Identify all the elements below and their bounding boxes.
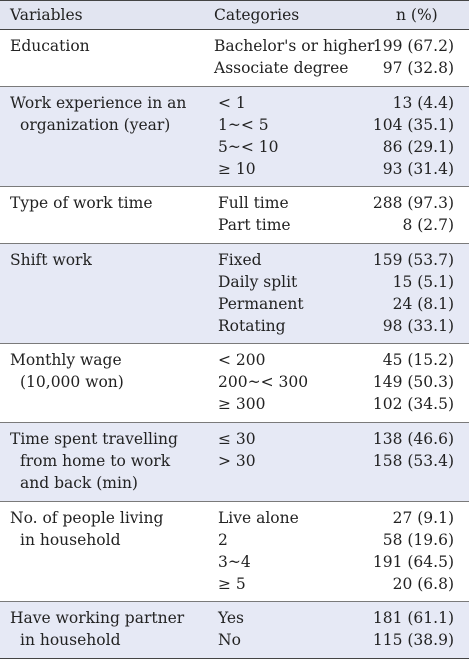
count-cell: 58 (19.6) bbox=[382, 531, 454, 549]
variable-name: Type of work time bbox=[10, 192, 205, 214]
category-cell: ≥ 300 bbox=[218, 395, 266, 413]
table-group: Work experience in an organization (year)… bbox=[0, 87, 469, 187]
category-cell: < 200 bbox=[218, 351, 266, 369]
count-cell: 199 (67.2) bbox=[372, 37, 454, 55]
category-cell: No bbox=[218, 631, 241, 649]
category-cell: Part time bbox=[218, 216, 291, 234]
variable-name: Time spent travelling from home to work an… bbox=[10, 428, 205, 494]
category-list: Full time Part time bbox=[214, 192, 374, 236]
category-cell: ≥ 10 bbox=[218, 160, 256, 178]
count-list: 199 (67.2) 97 (32.8) bbox=[344, 35, 454, 79]
count-cell: 181 (61.1) bbox=[372, 609, 454, 627]
count-cell: 24 (8.1) bbox=[392, 295, 454, 313]
count-cell: 288 (97.3) bbox=[372, 194, 454, 212]
table-group: Education Bachelor's or higher Associate d… bbox=[0, 30, 469, 87]
category-cell: Rotating bbox=[218, 317, 286, 335]
count-list: 288 (97.3) 8 (2.7) bbox=[344, 192, 454, 236]
count-cell: 93 (31.4) bbox=[382, 160, 454, 178]
category-cell: 1~< 5 bbox=[218, 116, 269, 134]
count-cell: 98 (33.1) bbox=[382, 317, 454, 335]
count-cell: 138 (46.6) bbox=[372, 430, 454, 448]
category-cell: Bachelor's or higher bbox=[214, 37, 375, 55]
variable-line: Time spent travelling bbox=[10, 430, 178, 448]
category-cell: 3~4 bbox=[218, 553, 251, 571]
count-cell: 115 (38.9) bbox=[372, 631, 454, 649]
table-group: Monthly wage (10,000 won) < 200 200~< 300 ≥ … bbox=[0, 344, 469, 423]
count-cell: 20 (6.8) bbox=[392, 575, 454, 593]
variable-line: Shift work bbox=[10, 251, 92, 269]
variable-name: Have working partner in household bbox=[10, 607, 205, 651]
category-cell: ≤ 30 bbox=[218, 430, 256, 448]
table-group: Time spent travelling from home to work an… bbox=[0, 423, 469, 502]
category-cell: Live alone bbox=[218, 509, 299, 527]
variable-line: organization (year) bbox=[20, 116, 171, 134]
header-categories: Categories bbox=[214, 6, 300, 24]
variable-line: in household bbox=[20, 531, 121, 549]
table-header: Variables Categories n (%) bbox=[0, 0, 469, 30]
variable-line: Type of work time bbox=[10, 194, 153, 212]
table-group: Shift work Fixed Daily split Permanent Rotat… bbox=[0, 244, 469, 344]
count-list: 27 (9.1) 58 (19.6) 191 (64.5) 20 (6.8) bbox=[344, 507, 454, 595]
count-cell: 102 (34.5) bbox=[372, 395, 454, 413]
variable-line: and back (min) bbox=[20, 474, 138, 492]
count-list: 45 (15.2) 149 (50.3) 102 (34.5) bbox=[344, 349, 454, 415]
variable-line: Monthly wage bbox=[10, 351, 122, 369]
count-cell: 191 (64.5) bbox=[372, 553, 454, 571]
count-list: 159 (53.7) 15 (5.1) 24 (8.1) 98 (33.1) bbox=[344, 249, 454, 337]
variable-name: Shift work bbox=[10, 249, 205, 271]
category-cell: Permanent bbox=[218, 295, 304, 313]
category-list: < 1 1~< 5 5~< 10 ≥ 10 bbox=[214, 92, 374, 180]
header-n: n (%) bbox=[396, 6, 438, 24]
category-list: Yes No bbox=[214, 607, 374, 651]
category-cell: 2 bbox=[218, 531, 228, 549]
variable-name: Education bbox=[10, 35, 205, 57]
count-cell: 159 (53.7) bbox=[372, 251, 454, 269]
table-group: Type of work time Full time Part time 288 (… bbox=[0, 187, 469, 244]
variable-name: Monthly wage (10,000 won) bbox=[10, 349, 205, 393]
variable-name: Work experience in an organization (year) bbox=[10, 92, 205, 136]
count-list: 138 (46.6) 158 (53.4) bbox=[344, 428, 454, 472]
category-list: < 200 200~< 300 ≥ 300 bbox=[214, 349, 374, 415]
table-group: Have working partner in household Yes No 181… bbox=[0, 602, 469, 659]
count-cell: 86 (29.1) bbox=[382, 138, 454, 156]
count-list: 181 (61.1) 115 (38.9) bbox=[344, 607, 454, 651]
category-list: Live alone 2 3~4 ≥ 5 bbox=[214, 507, 374, 595]
category-cell: ≥ 5 bbox=[218, 575, 246, 593]
variable-name: No. of people living in household bbox=[10, 507, 205, 551]
count-cell: 158 (53.4) bbox=[372, 452, 454, 470]
variable-line: from home to work bbox=[20, 452, 171, 470]
category-cell: 5~< 10 bbox=[218, 138, 279, 156]
count-cell: 15 (5.1) bbox=[392, 273, 454, 291]
count-cell: 8 (2.7) bbox=[402, 216, 454, 234]
category-cell: Fixed bbox=[218, 251, 262, 269]
variable-line: (10,000 won) bbox=[20, 373, 124, 391]
count-cell: 45 (15.2) bbox=[382, 351, 454, 369]
category-cell: Daily split bbox=[218, 273, 298, 291]
category-cell: Yes bbox=[218, 609, 245, 627]
variable-line: No. of people living bbox=[10, 509, 164, 527]
category-cell: 200~< 300 bbox=[218, 373, 309, 391]
variable-line: Work experience in an bbox=[10, 94, 187, 112]
count-list: 13 (4.4) 104 (35.1) 86 (29.1) 93 (31.4) bbox=[344, 92, 454, 180]
variable-line: Have working partner bbox=[10, 609, 185, 627]
category-cell: Associate degree bbox=[214, 59, 349, 77]
variable-line: in household bbox=[20, 631, 121, 649]
category-list: Bachelor's or higher Associate degree bbox=[214, 35, 374, 79]
category-cell: < 1 bbox=[218, 94, 246, 112]
category-cell: > 30 bbox=[218, 452, 256, 470]
category-list: ≤ 30 > 30 bbox=[214, 428, 374, 472]
count-cell: 104 (35.1) bbox=[372, 116, 454, 134]
count-cell: 27 (9.1) bbox=[392, 509, 454, 527]
count-cell: 149 (50.3) bbox=[372, 373, 454, 391]
variable-line: Education bbox=[10, 37, 90, 55]
category-list: Fixed Daily split Permanent Rotating bbox=[214, 249, 374, 337]
table-group: No. of people living in household Live alo… bbox=[0, 502, 469, 602]
count-cell: 97 (32.8) bbox=[382, 59, 454, 77]
header-variables: Variables bbox=[10, 6, 83, 24]
category-cell: Full time bbox=[218, 194, 289, 212]
count-cell: 13 (4.4) bbox=[392, 94, 454, 112]
